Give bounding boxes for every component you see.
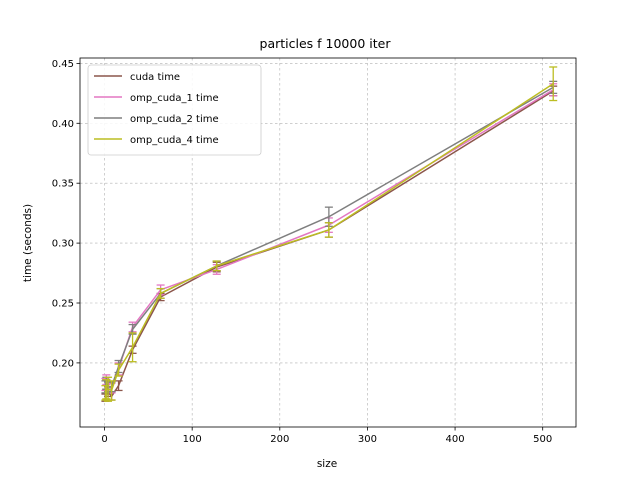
y-axis-label: time (seconds): [22, 204, 34, 282]
chart-title: particles f 10000 iter: [260, 36, 392, 51]
legend-label: omp_cuda_2 time: [130, 114, 219, 125]
x-tick-label: 500: [533, 434, 552, 445]
series-4: [101, 66, 558, 402]
plot-area-frame: [79, 57, 577, 428]
legend-box: [87, 64, 262, 156]
x-tick-label: 0: [101, 434, 107, 445]
y-tick-label: 0.40: [52, 119, 74, 130]
x-tick-label: 300: [358, 434, 377, 445]
y-tick-label: 0.35: [52, 179, 74, 190]
legend-label: cuda time: [130, 72, 180, 83]
legend: cuda time omp_cuda_1 time omp_cuda_2 time o…: [87, 64, 262, 156]
y-tick-label: 0.25: [52, 299, 74, 310]
y-tick-label: 0.45: [52, 59, 74, 70]
axis-ticks: 0 100 200 300 400 500 0.20 0.25 0.30 0.35 0.40 0.45: [52, 59, 553, 445]
y-tick-label: 0.30: [52, 239, 74, 250]
legend-label: omp_cuda_1 time: [130, 93, 219, 104]
x-axis-label: size: [317, 458, 337, 470]
series-line: [104, 83, 554, 394]
y-tick-label: 0.20: [52, 358, 74, 369]
x-tick-label: 100: [183, 434, 202, 445]
series-layer: [101, 66, 558, 402]
x-tick-label: 200: [270, 434, 289, 445]
x-tick-label: 400: [446, 434, 465, 445]
legend-label: omp_cuda_4 time: [130, 135, 219, 146]
